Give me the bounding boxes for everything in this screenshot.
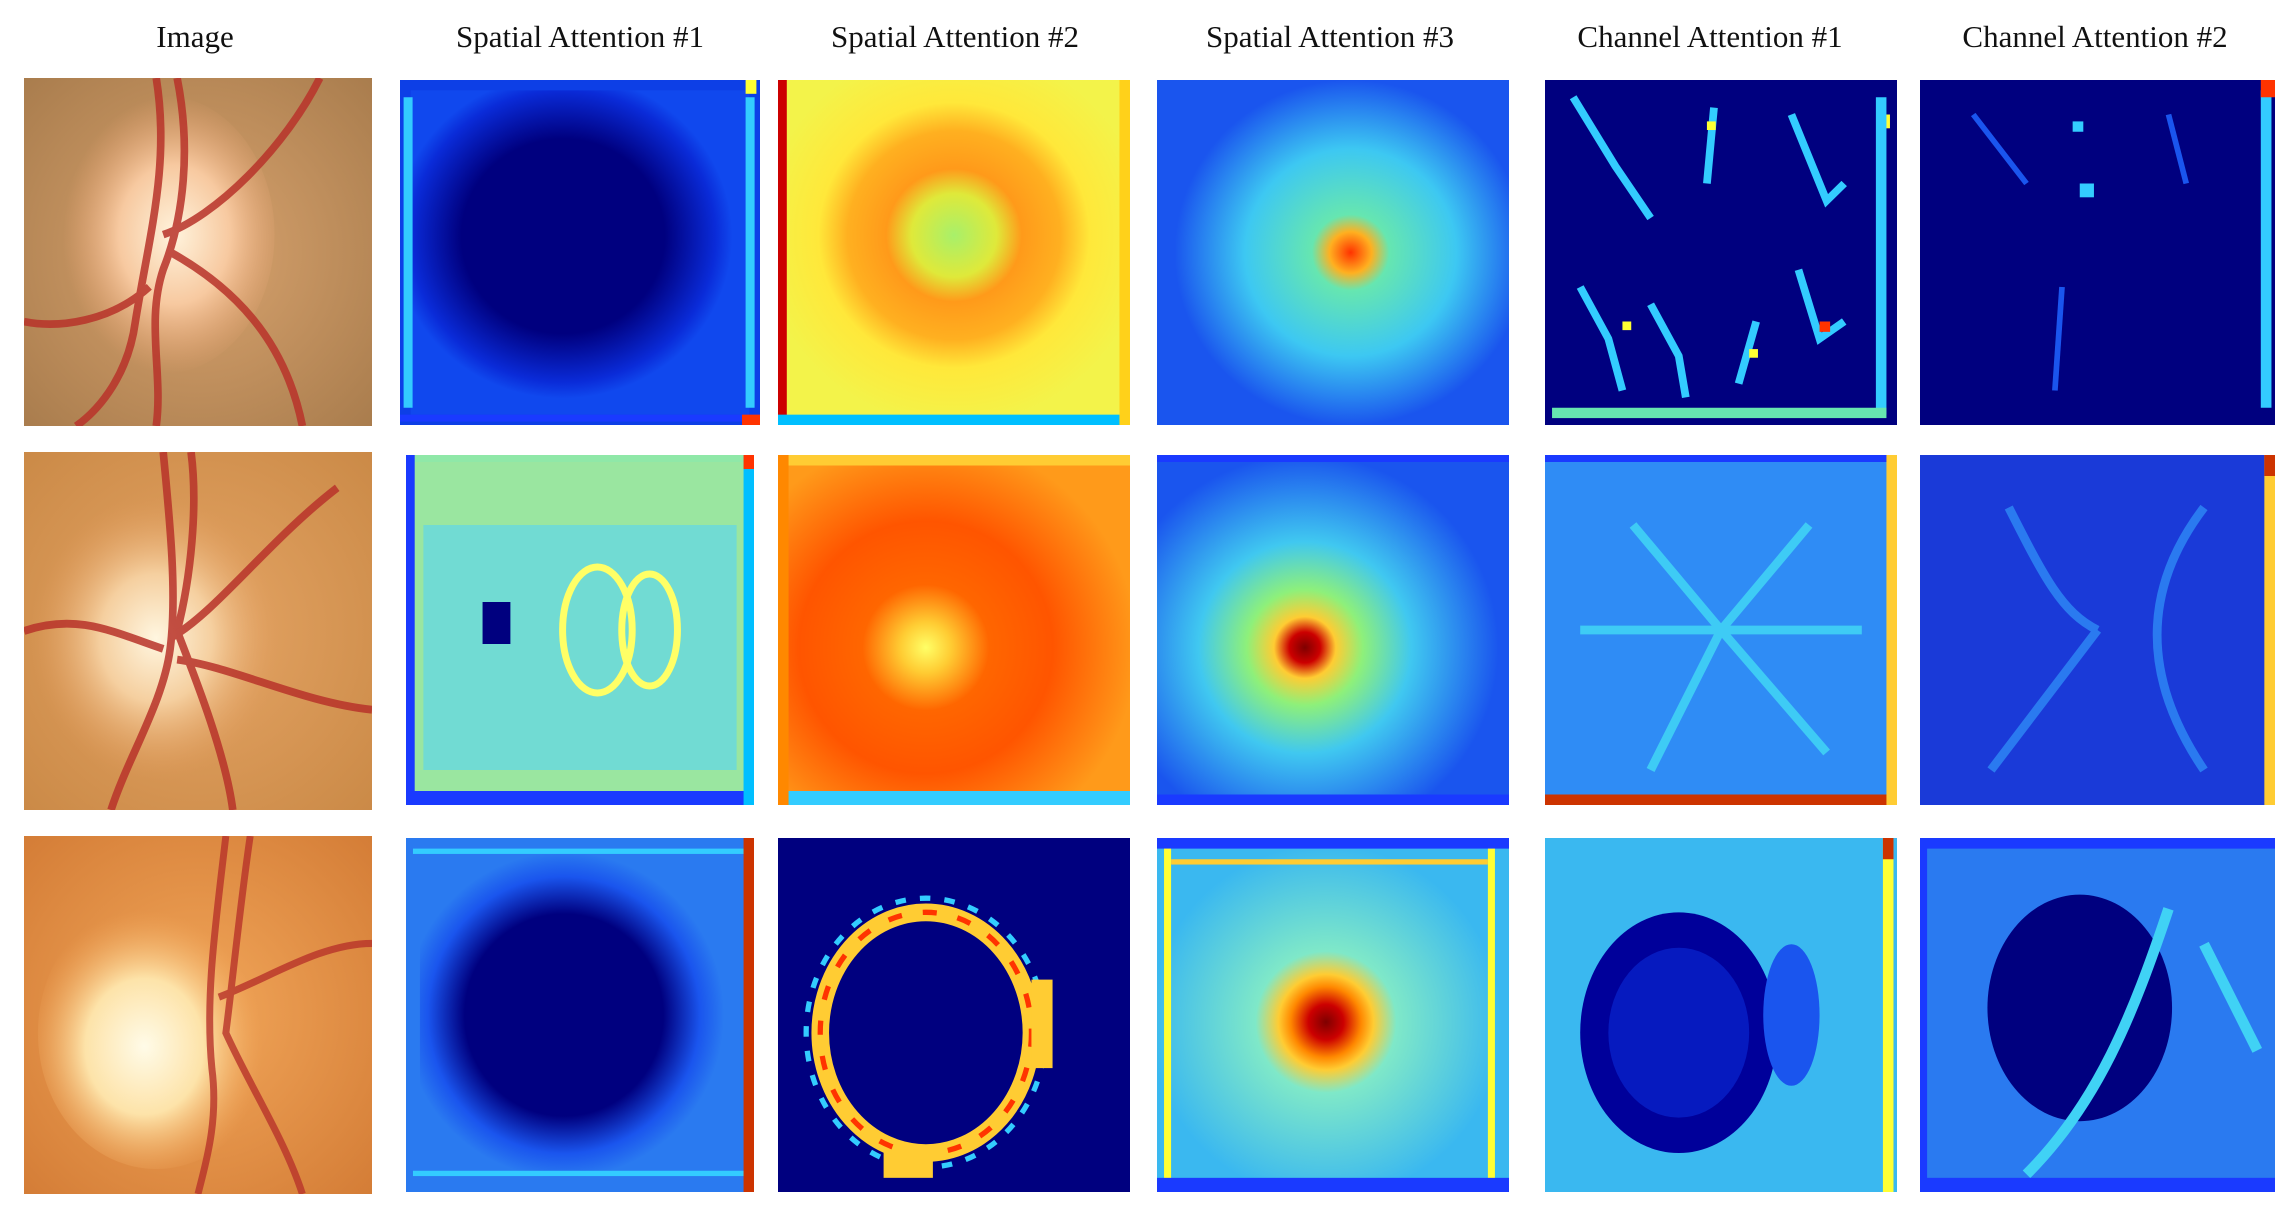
column-header-spatial-attention-1: Spatial Attention #1 (456, 19, 704, 54)
spatial-attention-3-map-row-3 (1157, 838, 1509, 1192)
channel-attention-2-map-row-1 (1920, 80, 2275, 425)
spatial-attention-1-map-row-1 (400, 80, 760, 425)
column-header-spatial-attention-2: Spatial Attention #2 (831, 19, 1079, 54)
column-header-image: Image (156, 19, 234, 54)
spatial-attention-3-map-row-1 (1157, 80, 1509, 425)
column-header-channel-attention-1: Channel Attention #1 (1577, 19, 1843, 54)
fundus-image-row-1 (24, 78, 372, 426)
spatial-attention-2-map-row-1 (778, 80, 1130, 425)
channel-attention-2-map-row-2 (1920, 455, 2275, 805)
column-header-spatial-attention-3: Spatial Attention #3 (1206, 19, 1454, 54)
channel-attention-1-map-row-1 (1545, 80, 1897, 425)
spatial-attention-1-map-row-2 (406, 455, 754, 805)
spatial-attention-2-map-row-3 (778, 838, 1130, 1192)
channel-attention-1-map-row-2 (1545, 455, 1897, 805)
spatial-attention-1-map-row-3 (406, 838, 754, 1192)
fundus-image-row-2 (24, 452, 372, 810)
channel-attention-2-map-row-3 (1920, 838, 2275, 1192)
channel-attention-1-map-row-3 (1545, 838, 1897, 1192)
spatial-attention-3-map-row-2 (1157, 455, 1509, 805)
column-header-channel-attention-2: Channel Attention #2 (1962, 19, 2228, 54)
spatial-attention-2-map-row-2 (778, 455, 1130, 805)
fundus-image-row-3 (24, 836, 372, 1194)
